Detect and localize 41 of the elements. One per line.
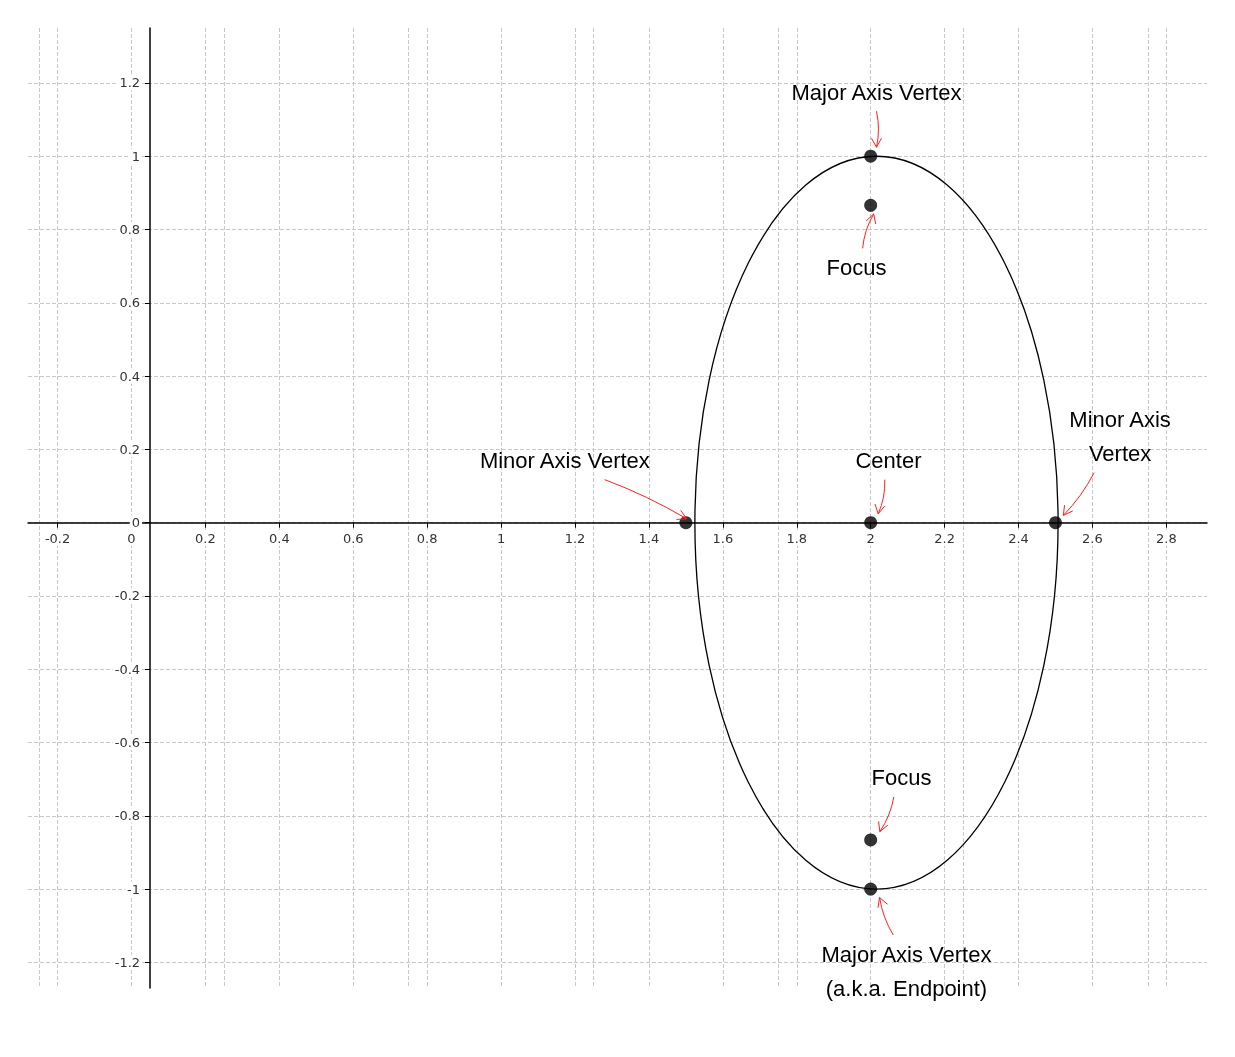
annotation: Major Axis Vertex (a.k.a. Endpoint) xyxy=(821,941,992,1001)
y-tick-label: 0.6 xyxy=(119,295,141,311)
y-tick-label: 0.4 xyxy=(119,368,141,384)
x-tick-label: 2.4 xyxy=(1008,530,1029,546)
y-tick-label: 0.2 xyxy=(119,441,141,457)
y-tick-label: -0.4 xyxy=(114,661,141,677)
x-tick-label: 0.6 xyxy=(342,530,364,546)
x-tick-label: 2.8 xyxy=(1156,530,1177,546)
annotation: Minor Axis Vertex xyxy=(479,448,650,474)
y-tick-label: -0.6 xyxy=(114,735,141,750)
x-tick-label: 1 xyxy=(496,530,506,546)
x-tick-label: 2 xyxy=(866,530,875,546)
y-tick-label: -0.8 xyxy=(114,808,141,824)
x-tick-label: 1.2 xyxy=(564,530,586,546)
y-tick-label: 0.8 xyxy=(119,222,141,238)
y-tick-label: 0 xyxy=(131,515,141,531)
x-tick-label: 1.6 xyxy=(712,530,734,546)
annotation: Minor Axis Vertex xyxy=(1069,407,1171,467)
annotation: Focus xyxy=(826,254,887,280)
y-tick-label: 1 xyxy=(131,148,141,164)
point xyxy=(864,833,878,847)
x-tick-label: 0.4 xyxy=(268,530,290,546)
x-tick-label: 0.2 xyxy=(195,530,216,546)
point xyxy=(864,516,878,530)
annotation: Major Axis Vertex xyxy=(791,79,962,105)
point xyxy=(1048,516,1062,530)
point xyxy=(864,882,878,896)
y-tick-label: 1.2 xyxy=(119,75,141,91)
x-tick-label: 2.2 xyxy=(934,530,955,546)
annotation: Center xyxy=(855,448,922,474)
x-tick-label: 1.4 xyxy=(638,530,660,546)
x-tick-label: 1.8 xyxy=(786,530,808,546)
x-tick-label: 0.8 xyxy=(416,530,438,546)
y-tick-label: -1 xyxy=(127,881,141,897)
y-tick-label: -1.2 xyxy=(114,954,141,970)
x-tick-label: 2.6 xyxy=(1082,530,1103,546)
point xyxy=(864,149,878,163)
annotation: Focus xyxy=(871,765,932,791)
y-tick-label: -0.2 xyxy=(114,588,141,604)
point xyxy=(864,198,878,212)
x-tick-label: -0.2 xyxy=(44,530,71,546)
